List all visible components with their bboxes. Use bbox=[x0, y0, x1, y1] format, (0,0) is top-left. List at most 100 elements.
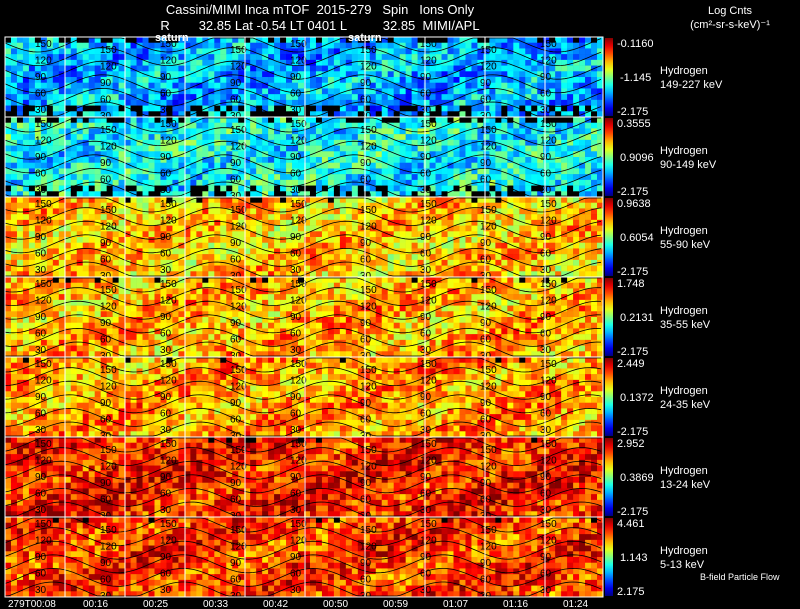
pitch-angle-label: 30 bbox=[540, 505, 552, 516]
pitch-angle-label: 120 bbox=[420, 56, 437, 67]
pitch-angle-contour bbox=[4, 167, 602, 187]
pitch-angle-label: 60 bbox=[35, 329, 47, 340]
pitch-angle-label: 90 bbox=[35, 72, 47, 83]
pitch-angle-label: 150 bbox=[100, 205, 117, 216]
pitch-angle-label: 150 bbox=[100, 365, 117, 376]
pitch-angle-label: 60 bbox=[360, 335, 372, 346]
pitch-angle-label: 150 bbox=[540, 359, 557, 370]
pitch-angle-contour bbox=[4, 277, 601, 293]
pitch-angle-contour bbox=[4, 527, 602, 547]
pitch-angle-label: 90 bbox=[480, 558, 492, 569]
spectrogram-panel-6: 150 120 90 60 30 150 120 90 60 30 150 120 90 60 30 150 1… bbox=[4, 436, 604, 522]
pitch-angle-label: 120 bbox=[480, 302, 497, 313]
pitch-angle-label: 30 bbox=[420, 505, 432, 516]
time-tick-label: 01:07 bbox=[443, 599, 468, 609]
pitch-angle-label: 30 bbox=[540, 345, 552, 356]
pitch-angle-label: 90 bbox=[420, 312, 432, 323]
pitch-angle-label: 90 bbox=[290, 392, 302, 403]
pitch-angle-label: 90 bbox=[290, 312, 302, 323]
pitch-angle-contour bbox=[4, 437, 601, 453]
colorbar-mid-label: 0.2131 bbox=[620, 312, 654, 324]
colorbar-1 bbox=[605, 38, 613, 116]
pitch-angle-label: 90 bbox=[160, 392, 172, 403]
pitch-angle-contour bbox=[4, 394, 602, 414]
pitch-angle-label: 120 bbox=[360, 302, 377, 313]
pitch-angle-contour bbox=[4, 314, 602, 334]
pitch-angle-label: 120 bbox=[540, 536, 557, 547]
pitch-angle-label: 120 bbox=[540, 56, 557, 67]
pitch-angle-label: 120 bbox=[160, 456, 177, 467]
pitch-angle-label: 120 bbox=[35, 136, 52, 147]
pitch-angle-label: 30 bbox=[540, 425, 552, 436]
time-tick-label: 01:16 bbox=[503, 599, 528, 609]
pitch-angle-label: 30 bbox=[420, 585, 432, 596]
pitch-angle-label: 60 bbox=[420, 89, 432, 100]
colorbar-mid-label: 0.1372 bbox=[620, 392, 654, 404]
pitch-angle-label: 60 bbox=[35, 569, 47, 580]
pitch-angle-label: 150 bbox=[160, 359, 177, 370]
pitch-angle-label: 90 bbox=[100, 158, 112, 169]
pitch-angle-contour bbox=[4, 60, 602, 80]
colorbar-min-label: 2.175 bbox=[617, 586, 645, 598]
panel-species-label: Hydrogen bbox=[660, 65, 708, 77]
pitch-angle-label: 120 bbox=[540, 216, 557, 227]
pitch-angle-label: 150 bbox=[160, 199, 177, 210]
pitch-angle-label: 60 bbox=[290, 249, 302, 260]
pitch-angle-label: 90 bbox=[35, 552, 47, 563]
pitch-angle-label: 150 bbox=[230, 285, 247, 296]
pitch-angle-label: 60 bbox=[480, 335, 492, 346]
pitch-angle-label: 30 bbox=[290, 345, 302, 356]
pitch-angle-label: 150 bbox=[290, 119, 307, 130]
pitch-angle-label: 150 bbox=[480, 45, 497, 56]
pitch-angle-label: 150 bbox=[230, 205, 247, 216]
spectrogram-panel-7: 150 120 90 60 30 150 120 90 60 30 150 120 90 60 30 150 1… bbox=[4, 516, 604, 602]
pitch-angle-contour bbox=[4, 197, 601, 213]
pitch-angle-label: 150 bbox=[100, 45, 117, 56]
pitch-angle-label: 30 bbox=[420, 185, 432, 196]
pitch-angle-label: 150 bbox=[160, 39, 177, 50]
spectrogram-panel-1: 150 120 90 60 30 150 120 90 60 30 150 120 90 60 30 150 1… bbox=[4, 36, 604, 122]
pitch-angle-label: 60 bbox=[540, 569, 552, 580]
pitch-angle-label: 150 bbox=[290, 439, 307, 450]
pitch-angle-label: 120 bbox=[480, 382, 497, 393]
pitch-angle-label: 120 bbox=[35, 216, 52, 227]
pitch-angle-label: 120 bbox=[230, 62, 247, 73]
pitch-angle-label: 30 bbox=[290, 505, 302, 516]
pitch-angle-label: 120 bbox=[360, 142, 377, 153]
pitch-angle-label: 120 bbox=[540, 456, 557, 467]
colorbar-min-label: -2.175 bbox=[617, 186, 648, 198]
pitch-angle-label: 120 bbox=[100, 302, 117, 313]
pitch-angle-label: 60 bbox=[480, 95, 492, 106]
panel-species-label: Hydrogen bbox=[660, 225, 708, 237]
pitch-angle-label: 150 bbox=[290, 39, 307, 50]
colorbar-max-label: 0.3555 bbox=[617, 118, 651, 130]
pitch-angle-label: 90 bbox=[420, 552, 432, 563]
spectrogram-panel-4: 150 120 90 60 30 150 120 90 60 30 150 120 90 60 30 150 1… bbox=[4, 276, 604, 362]
spectrogram-panel-3: 150 120 90 60 30 150 120 90 60 30 150 120 90 60 30 150 1… bbox=[4, 196, 604, 282]
pitch-angle-label: 150 bbox=[160, 119, 177, 130]
pitch-angle-contour bbox=[4, 127, 602, 147]
pitch-angle-label: 120 bbox=[35, 536, 52, 547]
pitch-angle-label: 90 bbox=[290, 552, 302, 563]
pitch-angle-label: 150 bbox=[360, 525, 377, 536]
pitch-angle-label: 30 bbox=[160, 345, 172, 356]
colorbar-mid-label: 0.3869 bbox=[620, 472, 654, 484]
pitch-angle-label: 150 bbox=[35, 439, 52, 450]
pitch-angle-label: 120 bbox=[540, 376, 557, 387]
panel-energy-label: 5-13 keV bbox=[660, 559, 705, 571]
pitch-angle-label: 90 bbox=[540, 472, 552, 483]
pitch-angle-label: 150 bbox=[35, 39, 52, 50]
pitch-angle-label: 120 bbox=[360, 222, 377, 233]
pitch-angle-label: 150 bbox=[480, 525, 497, 536]
pitch-angle-label: 60 bbox=[160, 569, 172, 580]
pitch-angle-label: 150 bbox=[360, 365, 377, 376]
pitch-angle-label: 60 bbox=[540, 489, 552, 500]
colorbar-mid-label: 0.6054 bbox=[620, 232, 654, 244]
pitch-angle-label: 60 bbox=[230, 255, 242, 266]
pitch-angle-contour bbox=[5, 421, 602, 437]
spectrogram-panel-5: 150 120 90 60 30 150 120 90 60 30 150 120 90 60 30 150 1… bbox=[4, 356, 604, 442]
pitch-angle-contour bbox=[5, 261, 602, 277]
pitch-angle-label: 150 bbox=[480, 445, 497, 456]
pitch-angle-label: 90 bbox=[100, 78, 112, 89]
